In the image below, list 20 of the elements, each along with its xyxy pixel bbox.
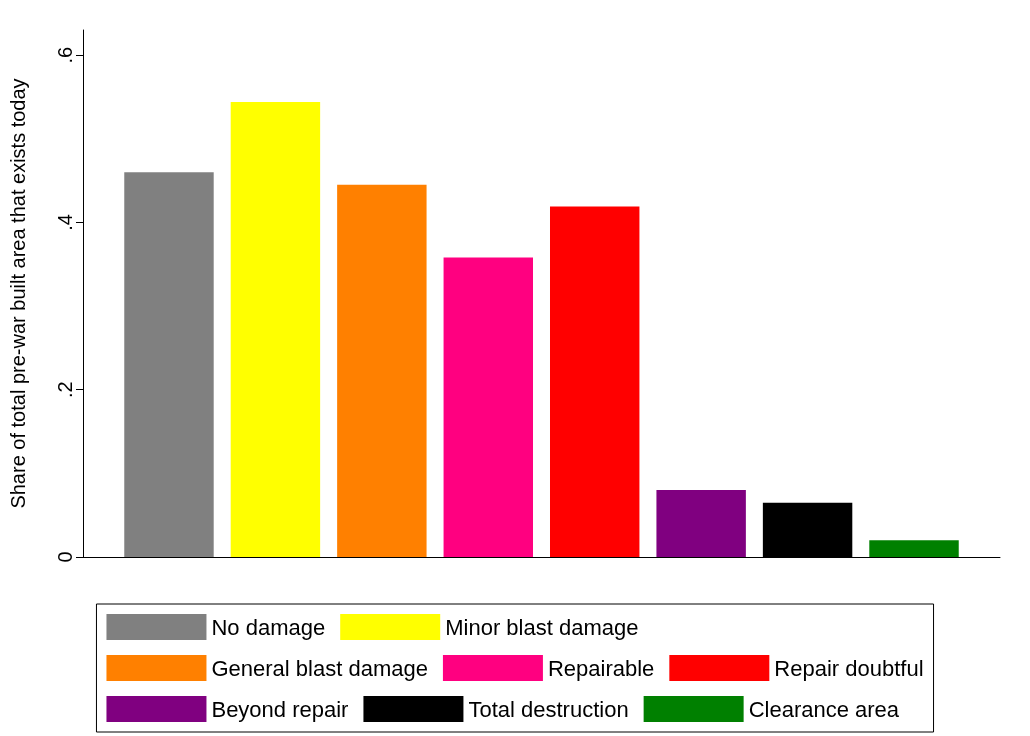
y-tick-label: .2 bbox=[54, 381, 76, 399]
bar bbox=[656, 490, 746, 557]
bar bbox=[337, 184, 427, 557]
bar bbox=[550, 206, 640, 557]
y-tick-label: .6 bbox=[54, 46, 76, 64]
legend-label: Repair doubtful bbox=[774, 655, 924, 681]
bar bbox=[443, 257, 533, 557]
bar bbox=[869, 540, 959, 557]
bar bbox=[230, 101, 321, 557]
legend-label: Beyond repair bbox=[211, 696, 349, 722]
legend-label: No damage bbox=[211, 614, 326, 640]
legend-label: Clearance area bbox=[748, 696, 900, 722]
y-axis-title: Share of total pre-war built area that exists today bbox=[7, 78, 29, 509]
legend-label: Total destruction bbox=[468, 696, 629, 722]
legend-label: Minor blast damage bbox=[445, 614, 639, 640]
y-tick-label: 0 bbox=[54, 551, 76, 563]
legend-label: Repairable bbox=[547, 655, 655, 681]
bar bbox=[124, 172, 214, 557]
y-tick-label: .4 bbox=[54, 214, 76, 231]
legend-label: General blast damage bbox=[211, 655, 428, 681]
